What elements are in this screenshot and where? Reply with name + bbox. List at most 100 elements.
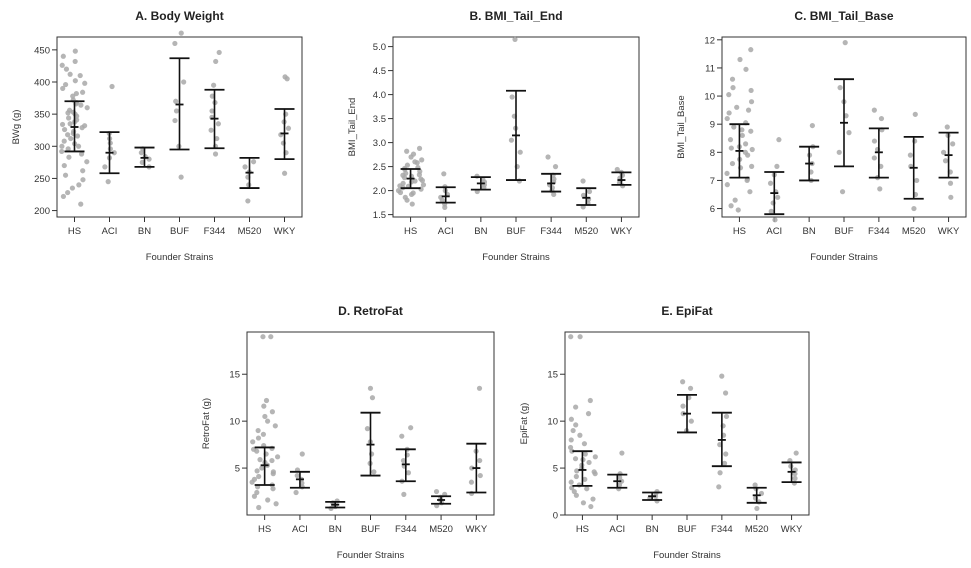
panel-c-point-f344 (871, 138, 878, 144)
panel-e-point-m520 (752, 482, 758, 488)
panel-e-xtick-label-wky: WKY (781, 524, 803, 535)
panel-a-point-wky (281, 170, 288, 176)
panel-b-xtick-label-hs: HS (404, 226, 417, 237)
panel-d-point-aci (299, 451, 305, 457)
panel-e-point-wky (792, 475, 798, 481)
panel-c-ytick-label-2: 8 (710, 148, 715, 159)
panel-a-point-hs (65, 189, 71, 196)
panel-c-point-hs (734, 104, 740, 110)
panel-d-xtick-label-buf: BUF (361, 524, 380, 535)
panel-d-point-hs (256, 504, 262, 511)
panel-e-xtick-label-aci: ACI (609, 524, 625, 535)
panel-c-point-wky (942, 158, 949, 164)
panel-d-point-buf (369, 395, 376, 401)
panel-e-point-hs (584, 486, 590, 492)
panel-a-point-buf (178, 30, 184, 36)
panel-a-point-hs (75, 143, 82, 149)
panel-c-title: C. BMI_Tail_Base (794, 9, 893, 23)
panel-e-xtick-label-hs: HS (576, 524, 589, 535)
panel-d-xtick-label-f344: F344 (395, 524, 417, 535)
panel-c-point-hs (744, 177, 750, 184)
panel-b-point-hs (409, 201, 415, 207)
panel-c-point-wky (944, 124, 950, 130)
panel-c-point-wky (940, 149, 947, 155)
panel-b-ytick-label-4: 3.5 (373, 114, 386, 125)
panel-c-point-m520 (912, 138, 918, 144)
panel-e-point-hs (567, 444, 574, 451)
panel-d-ytick-label-0: 5 (235, 464, 240, 475)
panel-d-point-wky (468, 479, 475, 485)
panel-c-point-hs (724, 170, 730, 177)
panel-c-xtick-label-f344: F344 (868, 226, 890, 237)
panel-a-xtick-label-hs: HS (68, 226, 81, 237)
panel-c-xtick-label-wky: WKY (938, 226, 960, 237)
panel-a-point-hs (78, 151, 85, 157)
panel-d-point-hs (255, 435, 262, 441)
panel-a-point-buf (173, 98, 179, 104)
panel-b-xtick-label-f344: F344 (540, 226, 562, 237)
panel-a-ytick-label-4: 400 (34, 78, 50, 89)
panel-a-point-hs (76, 182, 82, 188)
panel-e-xtick-label-bn: BN (646, 524, 659, 535)
panel-a-point-aci (111, 150, 117, 156)
panel-c-point-hs (727, 137, 734, 143)
panel-e-xtick-label-buf: BUF (678, 524, 697, 535)
panel-d-point-hs (269, 409, 275, 415)
panel-c-ytick-label-0: 6 (710, 204, 715, 215)
panel-b-xtick-label-aci: ACI (438, 226, 454, 237)
panel-d-point-buf (364, 426, 371, 432)
panel-c-point-hs (748, 99, 755, 105)
panel-e-xtick-label-f344: F344 (711, 524, 733, 535)
panel-e-point-aci (617, 474, 623, 481)
panel-e-point-f344 (723, 413, 730, 420)
panel-c-point-aci (774, 163, 780, 169)
panel-e-point-f344 (716, 484, 722, 490)
panel-a-xtick-label-f344: F344 (204, 226, 226, 237)
panel-a-point-hs (84, 105, 90, 111)
panel-a-point-hs (73, 90, 79, 97)
panel-c-point-hs (729, 160, 736, 167)
panel-c-y-axis-label: BMI_Tail_Base (676, 95, 687, 158)
panel-a-point-hs (80, 89, 86, 95)
panel-a-point-hs (70, 93, 76, 99)
panel-a-point-hs (60, 193, 67, 200)
panel-c-point-buf (836, 149, 842, 155)
panel-b-point-f344 (545, 154, 551, 160)
panel-d-point-wky (477, 457, 483, 464)
panel-c-ytick-label-6: 12 (704, 35, 715, 46)
panel-b-point-hs (412, 159, 418, 165)
panel-b-point-hs (410, 151, 417, 157)
panel-b-point-buf (509, 94, 515, 100)
panel-c-x-axis-label: Founder Strains (810, 252, 878, 263)
panel-c-point-hs (732, 197, 738, 203)
panel-c-point-hs (728, 203, 734, 209)
panel-b-point-hs (416, 145, 423, 151)
panel-c-point-wky (948, 194, 954, 200)
panel-c-ytick-label-1: 7 (710, 176, 715, 187)
panel-a-point-hs (62, 81, 69, 88)
panel-e-point-f344 (723, 451, 729, 457)
panel-a-x-axis-label: Founder Strains (146, 252, 214, 263)
panel-e-point-f344 (719, 373, 725, 379)
panel-a-ytick-label-3: 350 (34, 110, 50, 121)
panel-e-point-hs (577, 334, 583, 340)
panel-d-point-hs (272, 423, 278, 429)
panel-a-point-buf (172, 117, 178, 124)
panel-d-point-buf (367, 385, 374, 391)
panel-b-point-f344 (552, 164, 559, 170)
panel-a-point-hs (72, 48, 78, 54)
panel-d-point-hs (265, 418, 271, 424)
panel-d-point-hs (274, 454, 281, 460)
panel-e-x-axis-label: Founder Strains (653, 550, 721, 561)
panel-a-point-hs (84, 159, 90, 165)
panel-e-ytick-label-0: 0 (553, 511, 558, 522)
panel-c-point-aci (768, 208, 774, 214)
panel-c-point-hs (742, 149, 748, 155)
panel-e-point-hs (573, 404, 579, 410)
panel-e-point-hs (568, 416, 574, 422)
panel-c-point-hs (742, 141, 749, 147)
panel-c-point-aci (772, 217, 778, 223)
panel-d-point-buf (371, 469, 377, 475)
panel-e-point-hs (570, 427, 576, 434)
